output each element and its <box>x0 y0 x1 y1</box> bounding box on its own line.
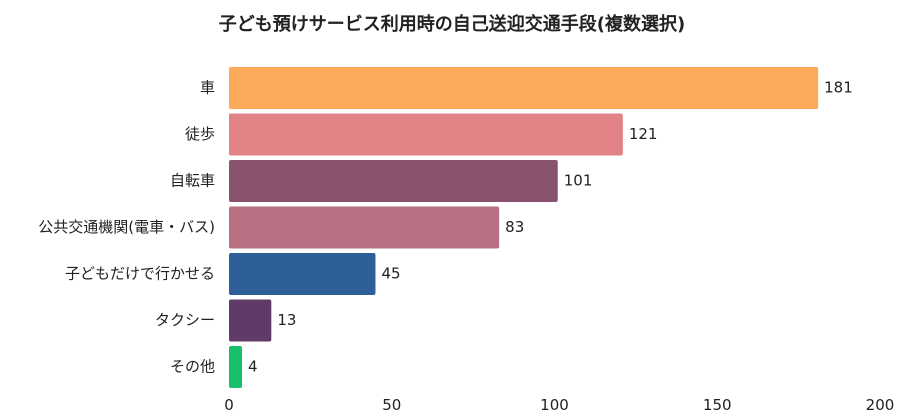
bar <box>229 253 376 295</box>
value-label: 83 <box>505 218 524 236</box>
bar <box>229 206 500 249</box>
category-label: 車 <box>200 79 215 97</box>
bar <box>229 67 819 109</box>
category-label: その他 <box>170 358 215 376</box>
bar <box>229 160 558 202</box>
x-tick-label: 200 <box>866 396 895 412</box>
x-tick-label: 150 <box>703 396 732 412</box>
chart-title: 子ども預けサービス利用時の自己送迎交通手段(複数選択) <box>218 14 686 35</box>
bar <box>229 346 243 388</box>
category-label: タクシー <box>155 311 215 329</box>
bar <box>229 299 272 342</box>
category-label: 徒歩 <box>185 125 215 143</box>
category-label: 公共交通機関(電車・バス) <box>38 218 215 236</box>
bar <box>229 113 623 156</box>
value-label: 45 <box>381 265 400 283</box>
value-label: 121 <box>629 125 658 143</box>
category-label: 子どもだけで行かせる <box>65 265 215 283</box>
value-label: 13 <box>277 311 296 329</box>
x-tick-label: 50 <box>382 396 401 412</box>
value-label: 181 <box>824 79 853 97</box>
x-tick-label: 100 <box>540 396 569 412</box>
category-label: 自転車 <box>170 172 215 190</box>
x-tick-label: 0 <box>224 396 234 412</box>
value-label: 4 <box>248 358 258 376</box>
value-label: 101 <box>564 172 593 190</box>
